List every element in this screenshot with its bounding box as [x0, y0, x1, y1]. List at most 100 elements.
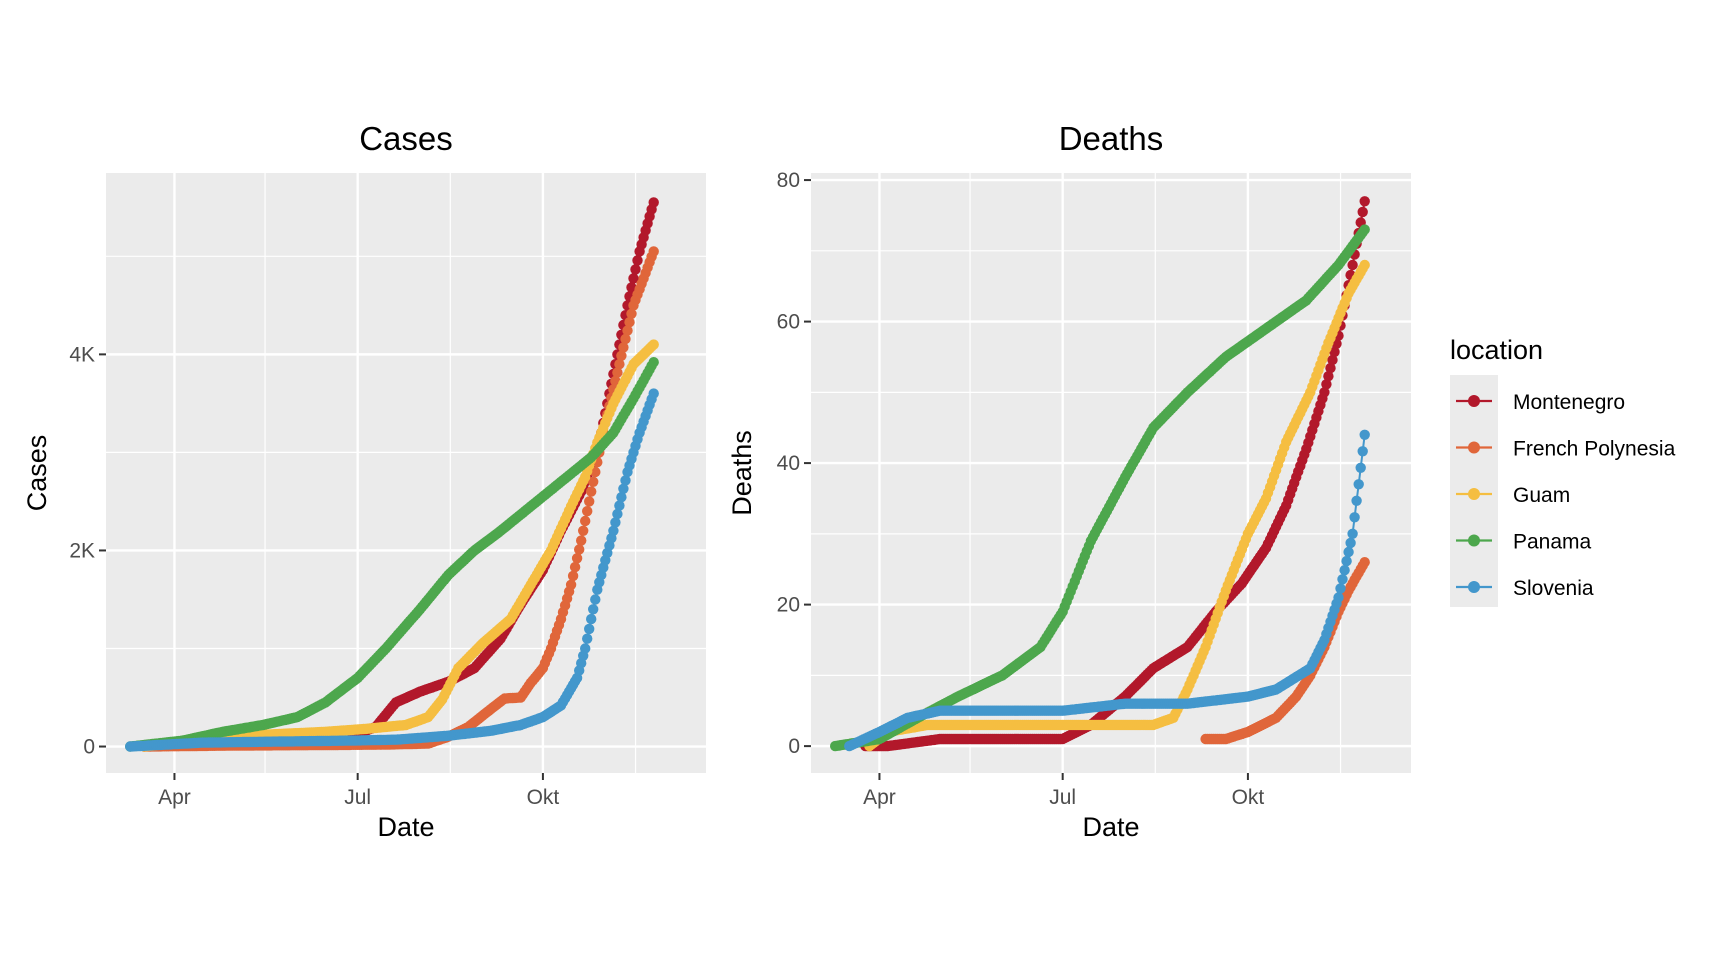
y-axis-title: Deaths [727, 430, 757, 516]
data-point [584, 496, 595, 507]
x-tick-label: Okt [1232, 786, 1265, 809]
legend-label: Montenegro [1513, 391, 1625, 414]
data-point [1339, 565, 1350, 576]
data-point [648, 357, 659, 368]
data-point [1359, 557, 1370, 568]
data-point [620, 333, 631, 345]
legend-item-french-polynesia: French Polynesia [1456, 438, 1676, 461]
legend-key-marker [1468, 395, 1480, 407]
data-point [586, 486, 597, 497]
data-point [626, 282, 637, 293]
data-point [620, 475, 631, 486]
y-tick-label: 0 [788, 735, 800, 758]
data-point [648, 388, 659, 399]
series-panama [830, 224, 1370, 752]
legend-key-marker [1468, 534, 1480, 547]
data-point [610, 517, 621, 528]
data-point [614, 500, 625, 511]
data-point [628, 273, 639, 284]
data-point [1345, 537, 1356, 549]
legend-key-marker [1468, 488, 1480, 500]
legend-item-slovenia: Slovenia [1456, 577, 1594, 600]
panel-title: Deaths [1059, 120, 1164, 157]
data-point [1351, 495, 1362, 506]
data-point [1355, 462, 1366, 473]
data-point [1323, 371, 1334, 382]
series-slovenia [844, 429, 1370, 752]
data-point [1321, 379, 1332, 390]
cases-panel: 0 2K 4K Apr Jul Okt Cases Date Cases [22, 120, 706, 842]
data-point [612, 367, 623, 378]
data-point [1359, 429, 1370, 440]
data-point [618, 483, 629, 494]
data-point [1333, 592, 1344, 603]
legend-item-guam: Guam [1456, 484, 1570, 507]
data-point [1343, 546, 1354, 558]
data-point [618, 342, 629, 353]
data-point [586, 613, 597, 625]
data-point [1347, 528, 1358, 539]
data-point [612, 508, 623, 520]
data-point [648, 197, 659, 208]
x-axis-title: Date [377, 812, 434, 842]
y-tick-label: 60 [777, 311, 800, 334]
data-point [1359, 196, 1370, 207]
data-point [1325, 362, 1336, 374]
data-point [626, 308, 637, 319]
deaths-plot-background [811, 173, 1411, 773]
data-point [580, 515, 591, 527]
data-point [1353, 479, 1364, 490]
data-point [624, 317, 635, 328]
panel-title: Cases [359, 120, 453, 157]
data-point [608, 525, 619, 536]
y-tick-label: 80 [777, 169, 800, 192]
data-point [588, 476, 599, 487]
data-point [1327, 354, 1338, 366]
data-point [588, 604, 599, 615]
cases-plot-background [106, 173, 706, 773]
data-point [567, 570, 579, 582]
data-point [648, 339, 659, 350]
data-point [590, 594, 601, 605]
data-point [630, 264, 641, 275]
data-point [1359, 259, 1370, 271]
legend-item-montenegro: Montenegro [1456, 391, 1625, 414]
deaths-panel: 0 20 40 60 80 Apr Jul Okt Deaths Date Deaths [727, 120, 1411, 842]
data-point [1357, 206, 1368, 218]
data-point [578, 525, 589, 536]
y-tick-label: 40 [777, 452, 800, 475]
data-point [569, 561, 581, 573]
y-tick-label: 20 [777, 594, 800, 617]
x-tick-label: Apr [158, 786, 191, 809]
data-point [565, 579, 577, 590]
y-tick-label: 2K [69, 539, 95, 562]
data-point [1349, 512, 1360, 523]
data-point [616, 350, 627, 361]
y-tick-label: 4K [69, 343, 95, 366]
data-point [580, 643, 591, 654]
legend-label: Slovenia [1513, 577, 1594, 600]
legend-label: French Polynesia [1513, 438, 1676, 461]
data-point [1329, 346, 1340, 358]
data-point [1319, 387, 1330, 398]
legend: location Montenegro French Polynesia Guam P… [1450, 335, 1676, 607]
data-point [622, 325, 633, 336]
data-point [1347, 259, 1358, 271]
data-point [582, 506, 593, 517]
legend-item-panama: Panama [1456, 531, 1592, 554]
legend-label: Panama [1513, 531, 1592, 554]
series-panama [125, 357, 659, 752]
series-guam [139, 339, 659, 752]
data-point [610, 375, 621, 387]
data-point [574, 544, 585, 555]
data-point [1335, 583, 1346, 594]
y-axis-title: Cases [22, 435, 52, 512]
x-tick-label: Apr [863, 786, 896, 809]
legend-key-marker [1468, 581, 1480, 593]
data-point [576, 535, 587, 546]
data-point [632, 255, 643, 266]
x-tick-label: Jul [344, 786, 371, 809]
data-point [1359, 224, 1370, 235]
data-point [1337, 574, 1348, 585]
